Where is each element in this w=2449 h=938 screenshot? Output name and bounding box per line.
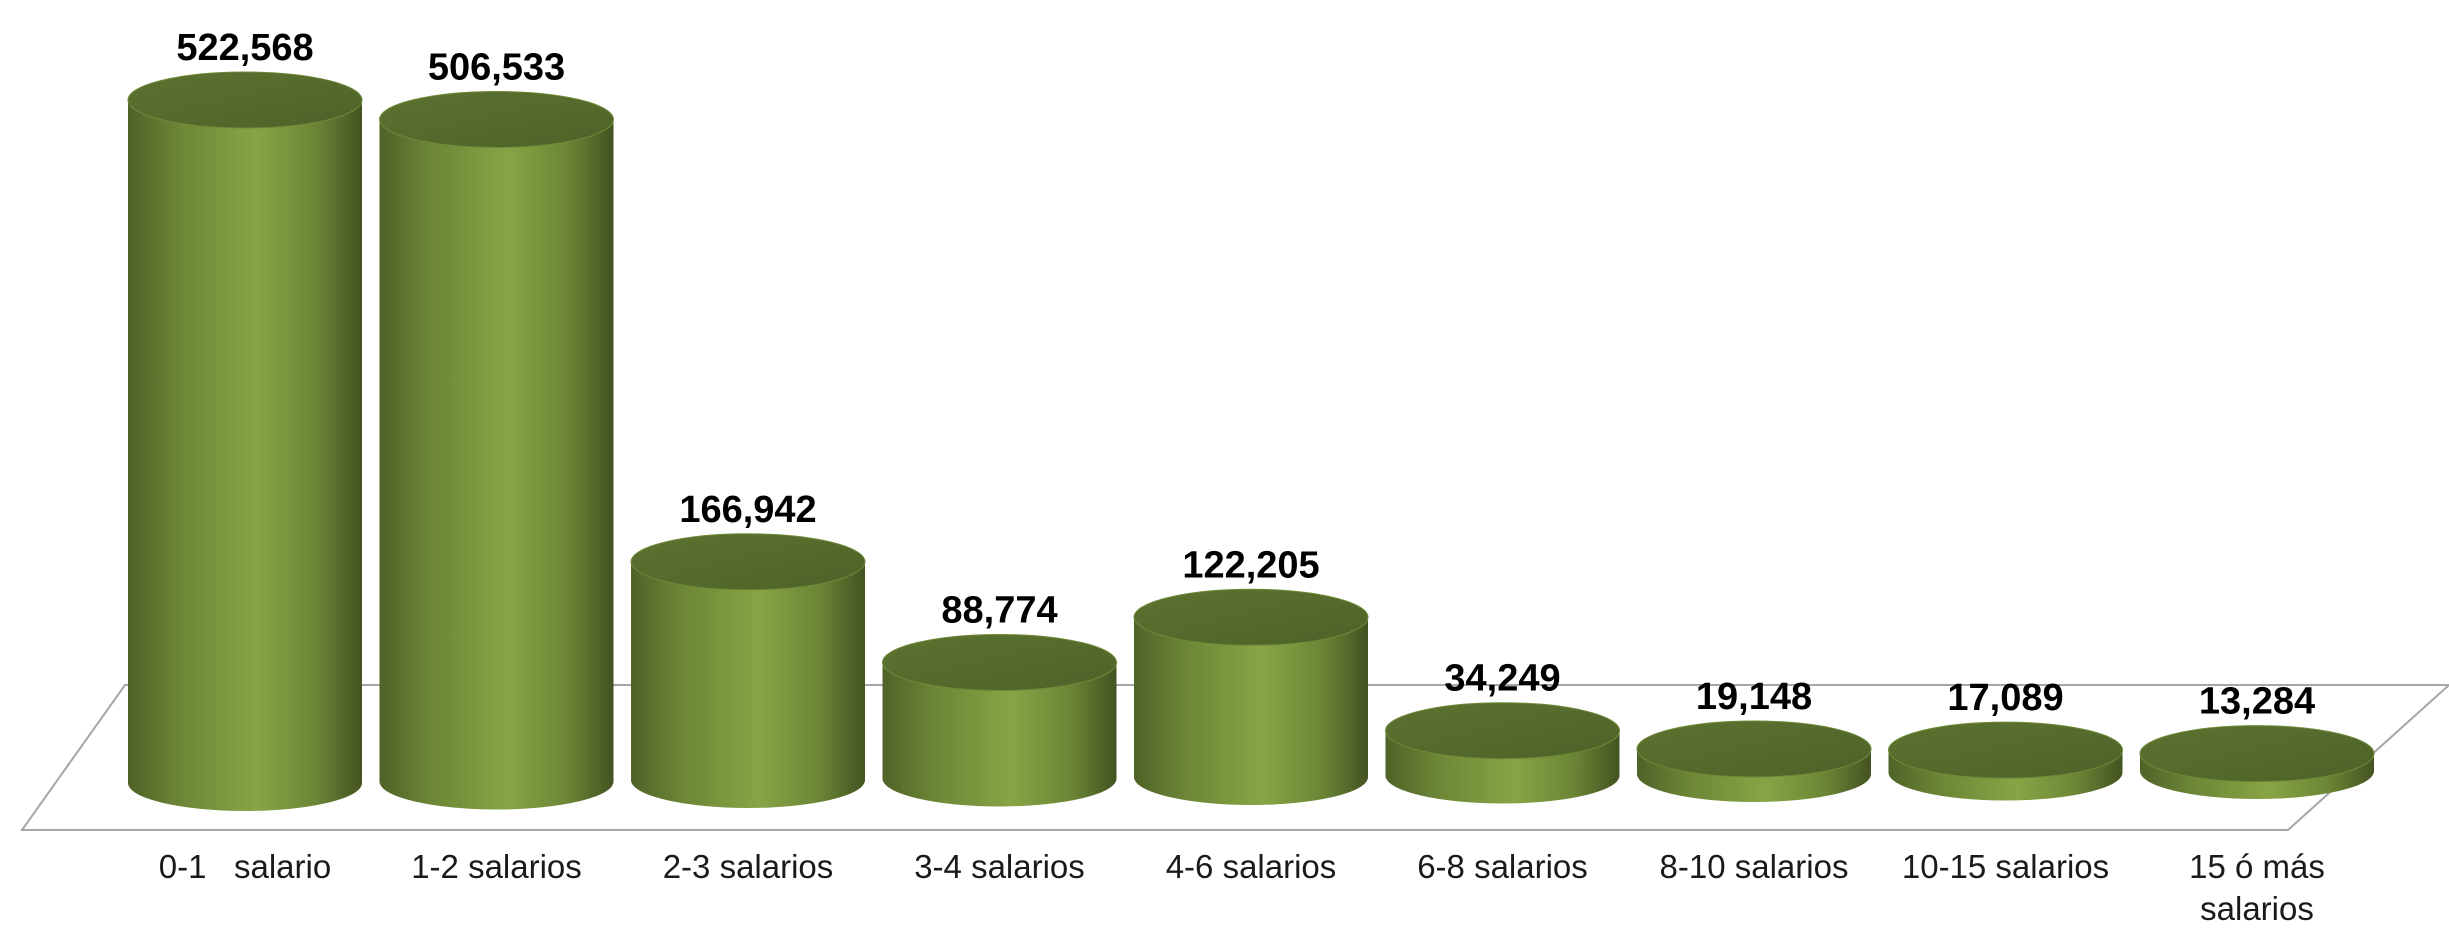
bar [630,533,866,808]
bar [127,71,363,811]
bar [1133,588,1369,805]
value-labels-group: 522,568 506,533 166,942 88,774 122,205 34,249… [176,27,2315,723]
bar [379,90,614,810]
category-label: 3-4 salarios [914,848,1085,885]
category-label: 4-6 salarios [1166,848,1337,885]
bar [1385,702,1620,804]
bar-body [1134,617,1368,805]
bar-top [1385,702,1620,760]
category-label: 10-15 salarios [1902,848,2109,885]
value-label: 19,148 [1696,676,1812,718]
bar [1888,721,2123,801]
value-label: 17,089 [1947,677,2063,719]
category-label: 6-8 salarios [1417,848,1588,885]
value-label: 88,774 [941,589,1057,631]
bar-top [1888,721,2123,779]
floor-outline [20,684,2449,831]
bar [1636,720,1872,802]
value-label: 34,249 [1444,658,1560,700]
chart-floor [20,684,2449,831]
bar-top [1133,588,1369,646]
x-axis-labels-group: 0-1 salario 1-2 salarios 2-3 salarios 3-4 s… [159,848,2325,927]
category-label: 2-3 salarios [663,848,834,885]
bar-top [2139,725,2375,783]
bar-top [882,633,1117,691]
value-label: 13,284 [2199,681,2315,723]
bar [882,633,1117,807]
bar-top [379,90,614,148]
bar-top [127,71,363,129]
bar [2139,725,2375,799]
value-label: 522,568 [176,27,313,69]
category-label: 8-10 salarios [1660,848,1849,885]
bar-body [128,100,362,811]
bar-body [631,561,865,808]
category-label: 0-1 salario [159,848,331,885]
bar-body [379,119,614,810]
category-label: 1-2 salarios [411,848,582,885]
bars-group [127,71,2375,811]
value-label: 506,533 [428,46,565,88]
bar-body [882,662,1117,807]
bar-top [1636,720,1872,778]
value-label: 122,205 [1182,544,1319,586]
bar-top [630,533,866,591]
category-label: 15 ó más salarios [2189,848,2325,927]
value-label: 166,942 [679,489,816,531]
